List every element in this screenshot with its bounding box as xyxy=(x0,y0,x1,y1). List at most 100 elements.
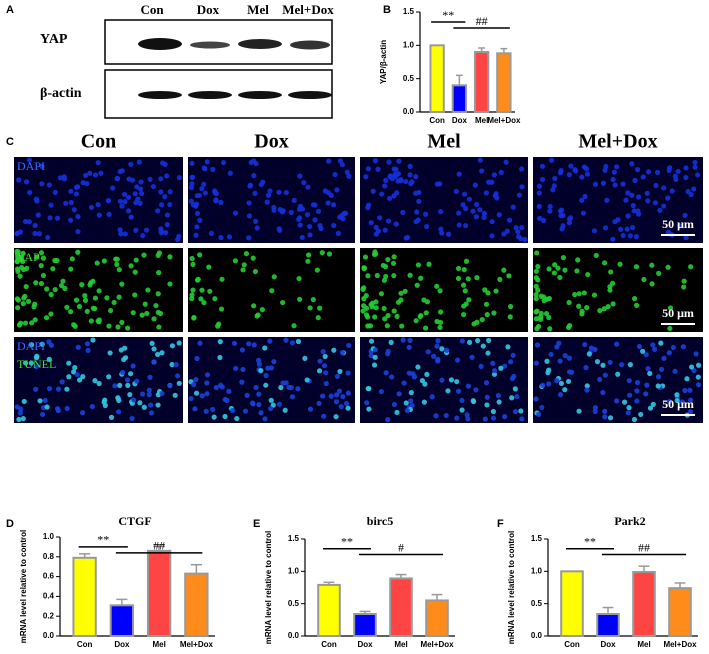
cell xyxy=(48,292,54,298)
cell xyxy=(689,364,695,370)
cell xyxy=(19,264,25,271)
cell xyxy=(89,403,95,410)
cell xyxy=(513,225,519,231)
cell xyxy=(687,387,693,393)
cell xyxy=(656,270,662,276)
cell xyxy=(321,363,328,369)
cell xyxy=(128,161,134,167)
cell xyxy=(33,386,39,392)
cell xyxy=(501,267,507,273)
significance-label: ## xyxy=(638,540,650,554)
cell xyxy=(579,174,585,180)
cell xyxy=(514,393,520,400)
cell xyxy=(278,384,284,391)
cell xyxy=(14,258,20,264)
cell xyxy=(260,179,266,185)
cell xyxy=(368,352,374,359)
column-header: Mel xyxy=(427,131,461,153)
bar xyxy=(632,570,656,637)
cell xyxy=(533,268,539,274)
cell xyxy=(385,256,391,263)
cell xyxy=(258,410,264,416)
cell xyxy=(372,354,378,360)
cell xyxy=(386,195,393,202)
cell xyxy=(269,288,275,294)
cell xyxy=(495,393,501,399)
cell xyxy=(58,282,65,289)
blot-band xyxy=(138,38,182,50)
cell xyxy=(158,226,164,232)
cell xyxy=(496,399,502,405)
cell xyxy=(15,254,21,260)
blot-row-label: YAP xyxy=(40,32,68,47)
cell xyxy=(665,195,671,201)
cell xyxy=(494,195,500,201)
cell xyxy=(572,292,578,298)
cell xyxy=(382,316,388,322)
cell xyxy=(94,260,100,266)
cell xyxy=(68,217,74,223)
cell xyxy=(485,290,491,296)
cell xyxy=(138,179,144,185)
cell xyxy=(176,340,182,346)
cell xyxy=(132,269,138,275)
cell xyxy=(435,338,441,344)
y-tick-label: 0.0 xyxy=(531,631,543,640)
cell xyxy=(146,387,152,393)
cell xyxy=(489,233,495,239)
cell xyxy=(557,274,563,281)
cell xyxy=(568,215,574,221)
cell xyxy=(119,319,125,326)
cell xyxy=(473,214,479,220)
significance-label: ** xyxy=(442,8,454,22)
cell xyxy=(620,181,626,187)
micrograph xyxy=(360,157,528,243)
cell xyxy=(579,311,585,317)
cell xyxy=(610,301,616,307)
cell xyxy=(339,350,346,356)
cell xyxy=(460,282,467,288)
cell xyxy=(122,345,128,351)
cell xyxy=(282,407,288,413)
y-tick-label: 0.0 xyxy=(288,631,300,640)
x-tick-label: Dox xyxy=(452,116,468,125)
cell xyxy=(95,201,101,208)
cell xyxy=(251,342,257,348)
cell xyxy=(437,324,443,331)
cell xyxy=(594,359,601,365)
cell xyxy=(326,158,332,164)
cell xyxy=(35,212,41,218)
cell xyxy=(454,378,460,385)
y-axis-label: mRNA level relative to control xyxy=(19,530,28,644)
cell xyxy=(164,212,171,218)
bar xyxy=(429,44,445,113)
cell xyxy=(276,401,283,407)
cell xyxy=(212,189,218,196)
cell xyxy=(534,308,540,314)
cell xyxy=(462,288,468,294)
cell xyxy=(373,231,379,237)
cell xyxy=(141,404,147,410)
cell xyxy=(189,160,195,166)
x-tick-label: Mel xyxy=(637,640,650,649)
cell xyxy=(151,316,157,322)
cell xyxy=(455,265,462,272)
cell xyxy=(117,198,123,204)
cell xyxy=(255,357,262,363)
cell xyxy=(579,197,585,203)
cell xyxy=(112,383,118,389)
cell xyxy=(378,291,384,297)
cell xyxy=(618,226,624,232)
cell xyxy=(253,160,259,167)
cell xyxy=(75,228,81,235)
cell xyxy=(676,223,683,229)
cell xyxy=(342,210,349,216)
cell xyxy=(147,374,153,380)
cell xyxy=(232,258,238,264)
y-tick-label: 0.6 xyxy=(43,572,55,581)
cell xyxy=(164,221,170,228)
cell xyxy=(79,410,86,416)
cell xyxy=(191,381,197,388)
cell xyxy=(267,338,273,344)
cell xyxy=(289,394,296,400)
